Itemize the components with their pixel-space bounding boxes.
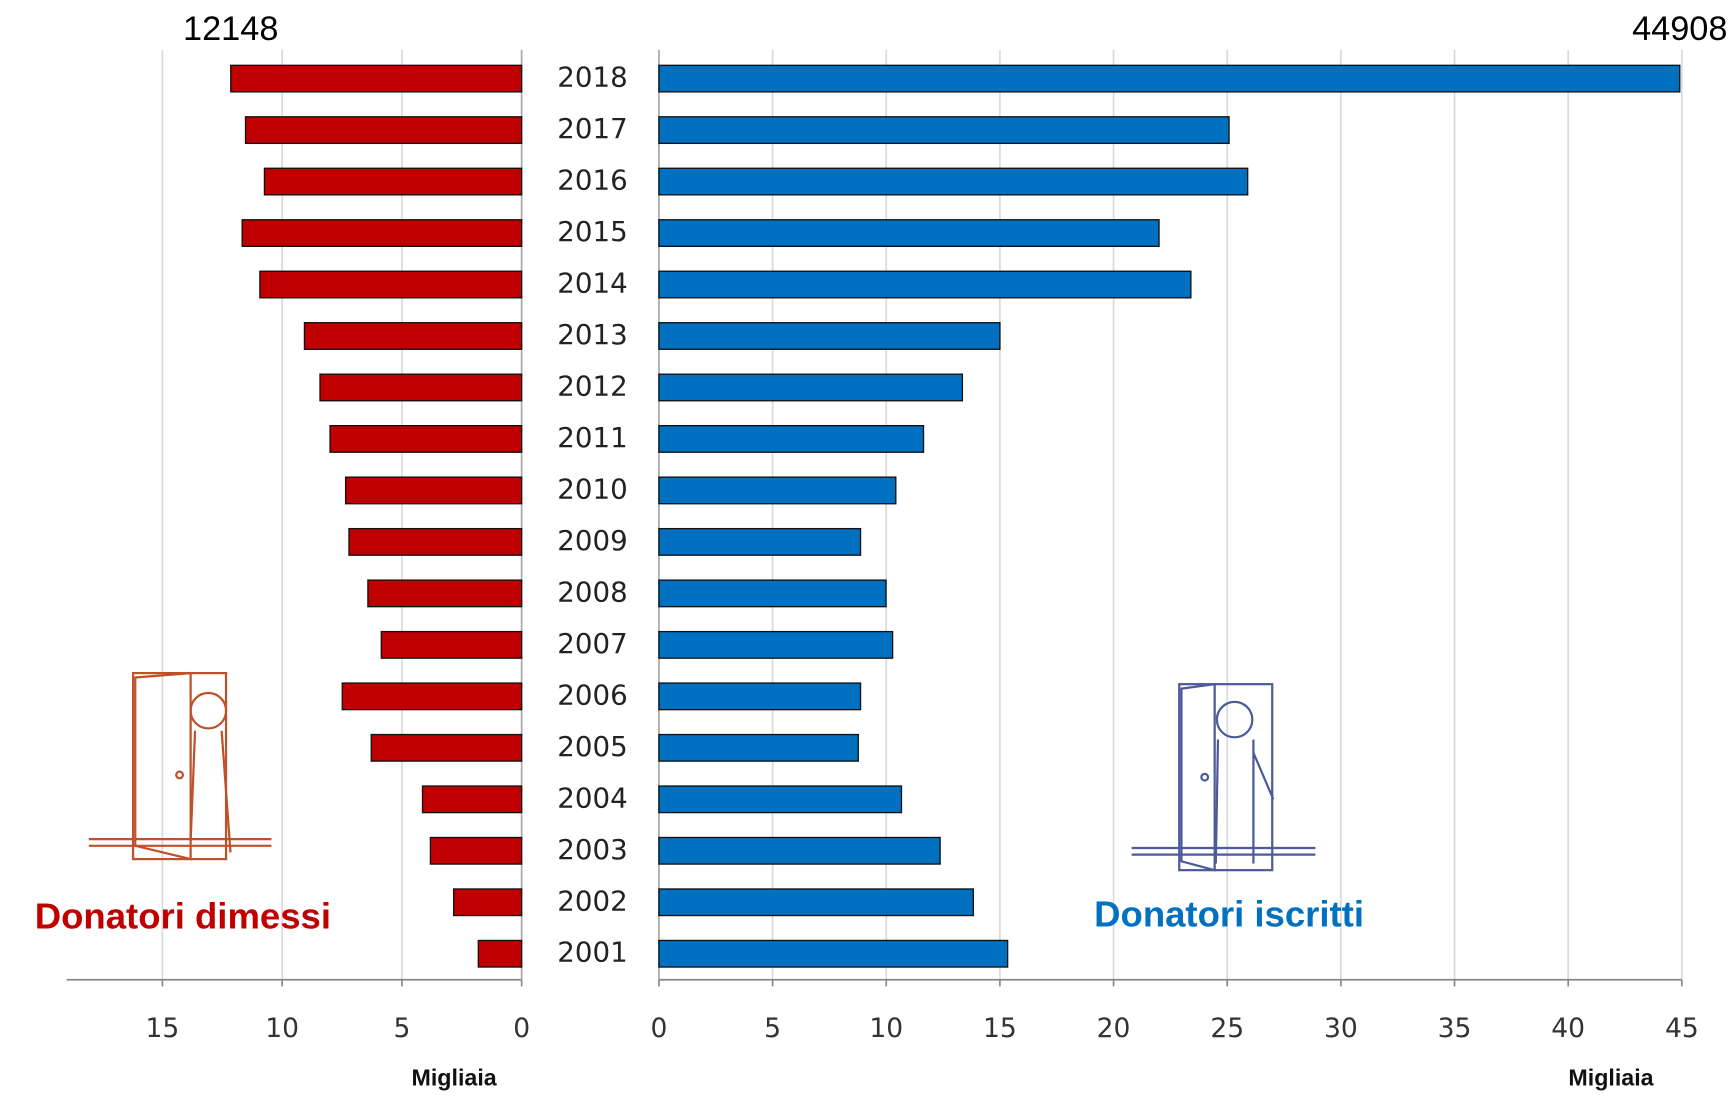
bar [244,116,523,145]
bar [380,630,523,659]
bar [658,116,1230,145]
bar [658,630,894,659]
value-label: 44908 [1632,10,1727,48]
chart-title: Donatori dimessi [35,896,331,937]
bar [370,733,523,762]
bar [259,270,523,299]
x-axis-label: Migliaia [1568,1065,1654,1091]
x-tick-label: 5 [393,1013,410,1044]
bar [658,373,964,402]
bar [658,322,1001,350]
y-tick-label: 2009 [557,524,627,557]
bar [341,682,523,711]
x-tick-label: 40 [1551,1013,1585,1044]
bar [658,836,941,865]
x-tick-label: 10 [869,1013,903,1044]
y-tick-label: 2017 [557,112,627,145]
y-tick-label: 2014 [557,267,627,300]
bar [658,425,925,453]
y-tick-label: 2006 [557,678,627,711]
y-tick-label: 2005 [557,730,627,763]
door-right-icon [1131,682,1316,872]
bar [658,219,1160,247]
y-tick-label: 2012 [557,369,627,402]
bar [658,733,859,762]
y-tick-label: 2007 [557,627,627,660]
bar [263,167,523,196]
bar [344,476,523,505]
y-tick-label: 2008 [557,575,627,608]
plot: 15 10 5 0 12148 0 5 10 15 20 25 30 35 40 45 44908 2018 20… [66,10,1727,1044]
bar [329,425,523,453]
x-tick-label: 20 [1097,1013,1131,1044]
bar [658,579,887,608]
bar [658,64,1681,93]
y-tick-label: 2011 [557,421,627,454]
x-tick-label: 0 [513,1013,530,1044]
bar [230,64,523,93]
x-tick-label: 35 [1438,1013,1472,1044]
x-tick-label: 0 [650,1013,667,1044]
bar [319,373,523,402]
bar [452,888,523,917]
bar [658,167,1249,196]
value-label: 12148 [183,10,278,48]
y-tick-label: 2002 [557,884,627,917]
bar [658,682,862,711]
bar [658,785,903,814]
y-tick-label: 2013 [557,318,627,351]
x-tick-label: 15 [146,1013,180,1044]
bar [658,270,1192,299]
y-tick-label: 2018 [557,61,627,94]
bar [429,836,523,865]
bar [658,939,1009,968]
y-tick-label: 2004 [557,781,627,814]
chart-title: Donatori iscritti [1094,893,1364,934]
door-left-icon [88,671,272,861]
bar [241,219,523,247]
y-tick-label: 2016 [557,164,627,197]
y-tick-label: 2001 [557,936,627,969]
bar [421,785,523,814]
x-tick-label: 45 [1665,1013,1699,1044]
bar [348,527,523,556]
x-tick-label: 25 [1210,1013,1244,1044]
x-tick-label: 10 [265,1013,299,1044]
x-tick-label: 30 [1324,1013,1358,1044]
bar [658,888,974,917]
bar [477,939,523,968]
y-tick-label: 2015 [557,215,627,248]
x-tick-label: 5 [764,1013,781,1044]
y-tick-label: 2003 [557,833,627,866]
y-tick-label: 2010 [557,472,627,505]
x-axis-label: Migliaia [412,1065,498,1091]
bar [658,476,897,505]
bar [303,322,523,350]
bar [367,579,523,608]
bar [658,527,862,556]
x-tick-label: 15 [983,1013,1017,1044]
